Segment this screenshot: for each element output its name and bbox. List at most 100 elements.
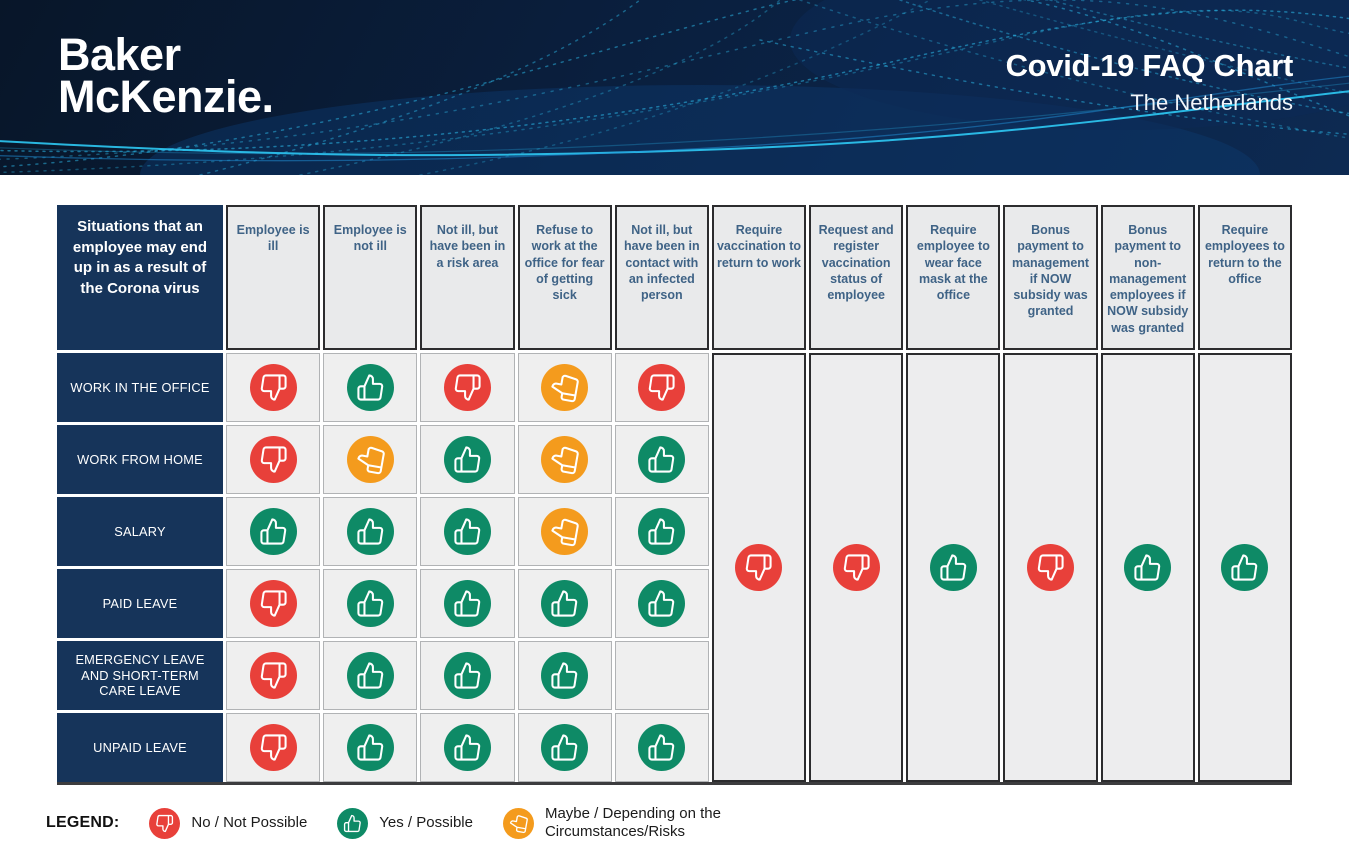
legend-label: No / Not Possible	[191, 814, 308, 831]
matrix-cell	[614, 569, 709, 638]
matrix-cell	[226, 713, 321, 782]
thumbs-down-icon	[249, 364, 297, 411]
table-wrap: Situations that an employee may end up i…	[0, 175, 1349, 785]
matrix-cell	[226, 641, 321, 710]
matrix-cell	[614, 353, 709, 422]
legend-item-yes: Yes / Possible	[337, 807, 473, 839]
matrix-cell	[323, 569, 418, 638]
matrix-cell	[420, 641, 515, 710]
legend: LEGEND: No / Not Possible Yes / Possible M…	[46, 805, 1349, 841]
matrix-cell	[420, 353, 515, 422]
thumbs-up-icon	[443, 508, 491, 555]
baker-mckenzie-logo: Baker McKenzie.	[58, 29, 274, 123]
thumbs-down-icon	[249, 580, 297, 627]
matrix-cell	[517, 497, 612, 566]
row-header: EMERGENCY LEAVE AND SHORT-TERM CARE LEAV…	[57, 641, 223, 710]
maybe-hand-icon	[541, 436, 589, 483]
thumbs-up-icon	[638, 436, 686, 483]
row-header: PAID LEAVE	[57, 569, 223, 638]
faq-table: Situations that an employee may end up i…	[57, 205, 1292, 785]
full-height-cell	[1197, 353, 1292, 782]
legend-title: LEGEND:	[46, 814, 120, 831]
matrix-cell	[226, 569, 321, 638]
matrix-cell	[323, 353, 418, 422]
full-height-cell	[711, 353, 807, 782]
logo-line-1: Baker	[58, 29, 181, 80]
legend-item-maybe: Maybe / Depending on the Circumstances/R…	[502, 805, 750, 841]
thumbs-down-icon	[249, 724, 297, 771]
thumbs-up-icon	[541, 724, 589, 771]
row-header: UNPAID LEAVE	[57, 713, 223, 782]
full-height-cell	[906, 353, 1001, 782]
thumbs-down-icon	[443, 364, 491, 411]
thumbs-up-icon	[443, 724, 491, 771]
matrix-cell	[517, 713, 612, 782]
matrix-cell	[614, 425, 709, 494]
thumbs-down-icon	[1027, 544, 1075, 591]
thumbs-up-icon	[638, 508, 686, 555]
matrix-cell	[420, 713, 515, 782]
page-subtitle: The Netherlands	[1130, 90, 1293, 115]
column-header: Require employee to wear face mask at th…	[906, 205, 1001, 350]
row-header: WORK IN THE OFFICE	[57, 353, 223, 422]
matrix-cell	[420, 569, 515, 638]
matrix-cell	[226, 353, 321, 422]
maybe-hand-icon	[346, 436, 394, 483]
thumbs-up-icon	[443, 436, 491, 483]
thumbs-up-icon	[1221, 544, 1269, 591]
banner-titles: Covid-19 FAQ Chart The Netherlands	[1005, 48, 1294, 116]
column-header: Not ill, but have been in a risk area	[420, 205, 515, 350]
thumbs-up-icon	[541, 580, 589, 627]
thumbs-up-icon	[638, 724, 686, 771]
thumbs-up-icon	[249, 508, 297, 555]
page-title: Covid-19 FAQ Chart	[1005, 48, 1294, 83]
thumbs-up-icon	[443, 652, 491, 699]
thumbs-down-icon	[638, 364, 686, 411]
legend-label: Maybe / Depending on the Circumstances/R…	[544, 805, 721, 840]
banner: Baker McKenzie. Covid-19 FAQ Chart The N…	[0, 0, 1349, 175]
thumbs-up-icon	[346, 508, 394, 555]
thumbs-up-icon	[443, 580, 491, 627]
column-header: Require vaccination to return to work	[711, 205, 807, 350]
thumbs-up-icon	[541, 652, 589, 699]
maybe-hand-icon	[541, 364, 589, 411]
matrix-cell	[517, 353, 612, 422]
matrix-cell	[226, 425, 321, 494]
column-header: Employee is ill	[226, 205, 321, 350]
column-header: Bonus payment to non-management employee…	[1100, 205, 1195, 350]
network-wave-graphic	[0, 0, 1349, 175]
column-header: Refuse to work at the office for fear of…	[517, 205, 612, 350]
column-header: Bonus payment to management if NOW subsi…	[1003, 205, 1098, 350]
column-header: Request and register vaccination status …	[809, 205, 904, 350]
legend-item-no: No / Not Possible	[149, 807, 308, 839]
legend-label: Yes / Possible	[379, 814, 473, 831]
full-height-cell	[809, 353, 904, 782]
corner-header: Situations that an employee may end up i…	[57, 205, 223, 350]
thumbs-up-icon	[346, 724, 394, 771]
matrix-cell	[614, 713, 709, 782]
full-height-cell	[1100, 353, 1195, 782]
thumbs-down-icon	[149, 807, 181, 839]
matrix-cell	[323, 641, 418, 710]
row-header: WORK FROM HOME	[57, 425, 223, 494]
column-header: Not ill, but have been in contact with a…	[614, 205, 709, 350]
matrix-cell	[517, 425, 612, 494]
matrix-cell	[323, 497, 418, 566]
thumbs-up-icon	[638, 580, 686, 627]
thumbs-up-icon	[346, 652, 394, 699]
matrix-cell	[517, 569, 612, 638]
thumbs-down-icon	[832, 544, 880, 591]
row-header: SALARY	[57, 497, 223, 566]
thumbs-up-icon	[346, 580, 394, 627]
full-height-cell	[1003, 353, 1098, 782]
matrix-cell	[517, 641, 612, 710]
maybe-hand-icon	[502, 807, 534, 839]
matrix-cell	[420, 497, 515, 566]
matrix-cell	[323, 425, 418, 494]
thumbs-down-icon	[249, 436, 297, 483]
thumbs-down-icon	[735, 544, 783, 591]
matrix-cell	[614, 497, 709, 566]
column-header: Require employees to return to the offic…	[1197, 205, 1292, 350]
logo-line-2: McKenzie.	[58, 71, 274, 123]
matrix-cell	[614, 641, 709, 710]
